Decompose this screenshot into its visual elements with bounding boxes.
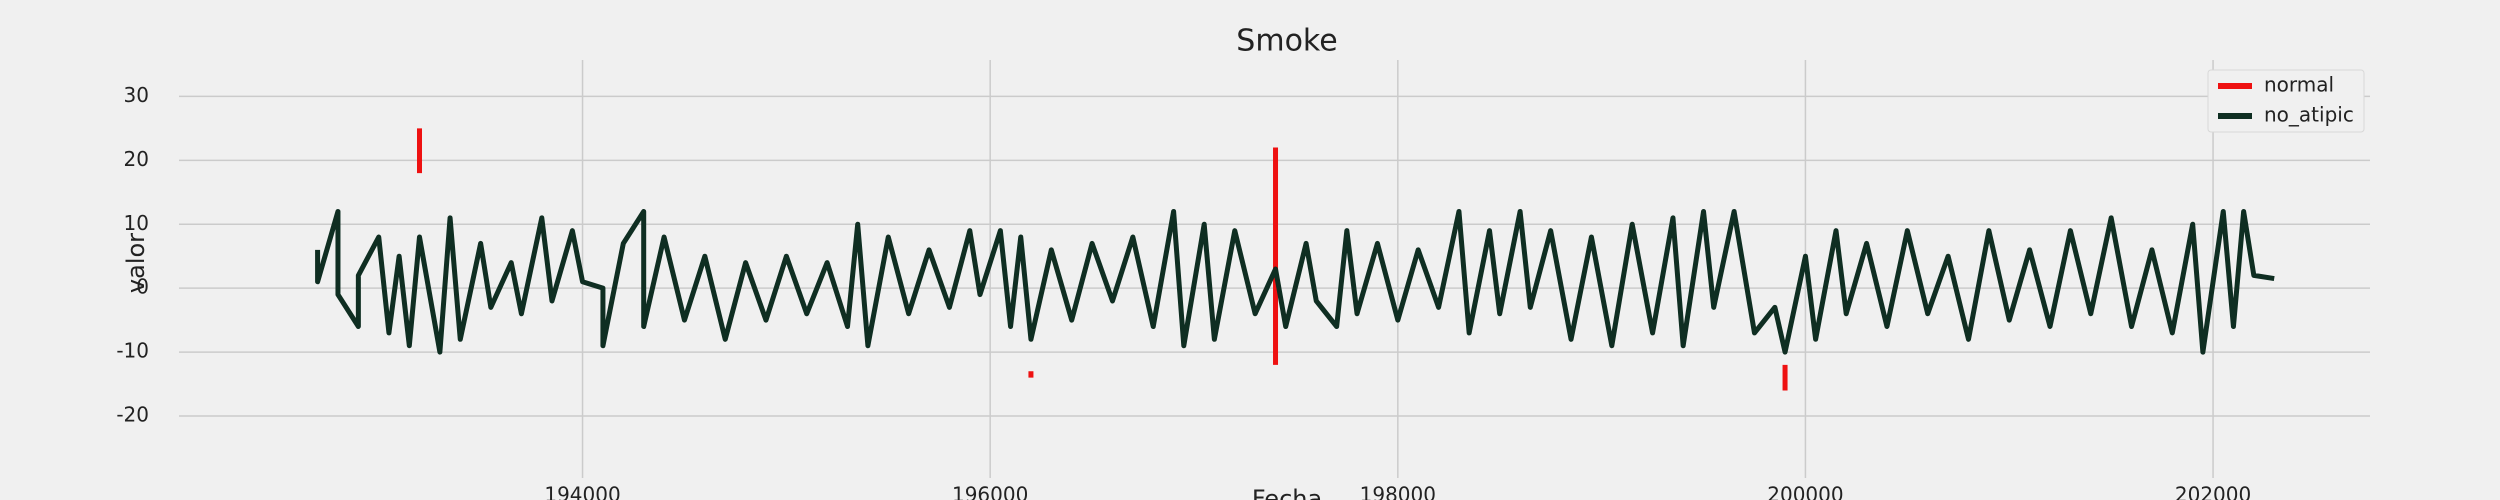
- y-tick-label: 0: [136, 275, 149, 299]
- x-axis-label: Fecha: [1252, 485, 1322, 500]
- legend-label: normal: [2264, 73, 2334, 97]
- x-tick-label: 194000: [544, 483, 620, 500]
- y-tick-label: 30: [124, 83, 149, 107]
- x-tick-label: 196000: [952, 483, 1028, 500]
- y-tick-label: 20: [124, 147, 149, 171]
- x-tick-label: 200000: [1767, 483, 1843, 500]
- series-line: [417, 128, 1788, 391]
- y-tick-label: 10: [124, 211, 149, 235]
- series-line: [315, 208, 2275, 355]
- y-axis-label: valor: [122, 233, 150, 293]
- legend-label: no_atipic: [2264, 103, 2354, 127]
- chart-title: Smoke: [1236, 24, 1337, 59]
- legend: normal no_atipic: [2207, 69, 2365, 133]
- y-tick-label: -10: [116, 339, 149, 363]
- x-tick-label: 202000: [2175, 483, 2251, 500]
- y-tick-label: -20: [116, 403, 149, 427]
- x-tick-label: 198000: [1360, 483, 1436, 500]
